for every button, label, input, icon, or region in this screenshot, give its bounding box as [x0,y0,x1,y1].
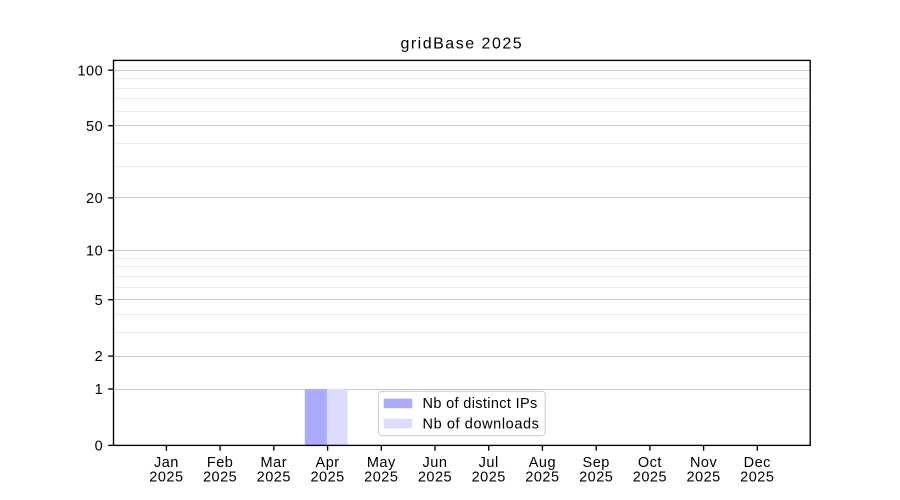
svg-text:May: May [367,455,396,471]
svg-text:2025: 2025 [525,470,559,486]
svg-text:Aug: Aug [529,455,556,471]
svg-text:2025: 2025 [149,470,183,486]
svg-text:1: 1 [95,382,104,398]
svg-text:2: 2 [95,349,104,365]
svg-text:Jun: Jun [423,455,448,471]
svg-text:Mar: Mar [261,455,287,471]
svg-text:5: 5 [95,293,104,309]
svg-text:Nb of distinct IPs: Nb of distinct IPs [423,396,538,412]
svg-text:2025: 2025 [633,470,667,486]
svg-text:Nov: Nov [690,455,718,471]
svg-text:2025: 2025 [740,470,774,486]
svg-text:Jul: Jul [479,455,499,471]
svg-text:2025: 2025 [686,470,720,486]
svg-text:0: 0 [95,439,104,455]
svg-text:2025: 2025 [310,470,344,486]
svg-text:2025: 2025 [472,470,506,486]
svg-text:50: 50 [86,119,103,135]
svg-text:10: 10 [86,244,103,260]
svg-text:Oct: Oct [638,455,662,471]
svg-text:gridBase 2025: gridBase 2025 [400,36,523,53]
svg-text:2025: 2025 [364,470,398,486]
svg-text:Feb: Feb [207,455,234,471]
svg-text:20: 20 [86,191,103,207]
svg-text:2025: 2025 [257,470,291,486]
svg-text:100: 100 [77,63,103,79]
svg-text:Nb of downloads: Nb of downloads [423,417,540,433]
svg-text:2025: 2025 [418,470,452,486]
svg-text:Sep: Sep [583,455,610,471]
svg-text:Apr: Apr [316,455,340,471]
svg-text:Dec: Dec [744,455,771,471]
svg-text:2025: 2025 [579,470,613,486]
svg-text:Jan: Jan [154,455,179,471]
svg-text:2025: 2025 [203,470,237,486]
